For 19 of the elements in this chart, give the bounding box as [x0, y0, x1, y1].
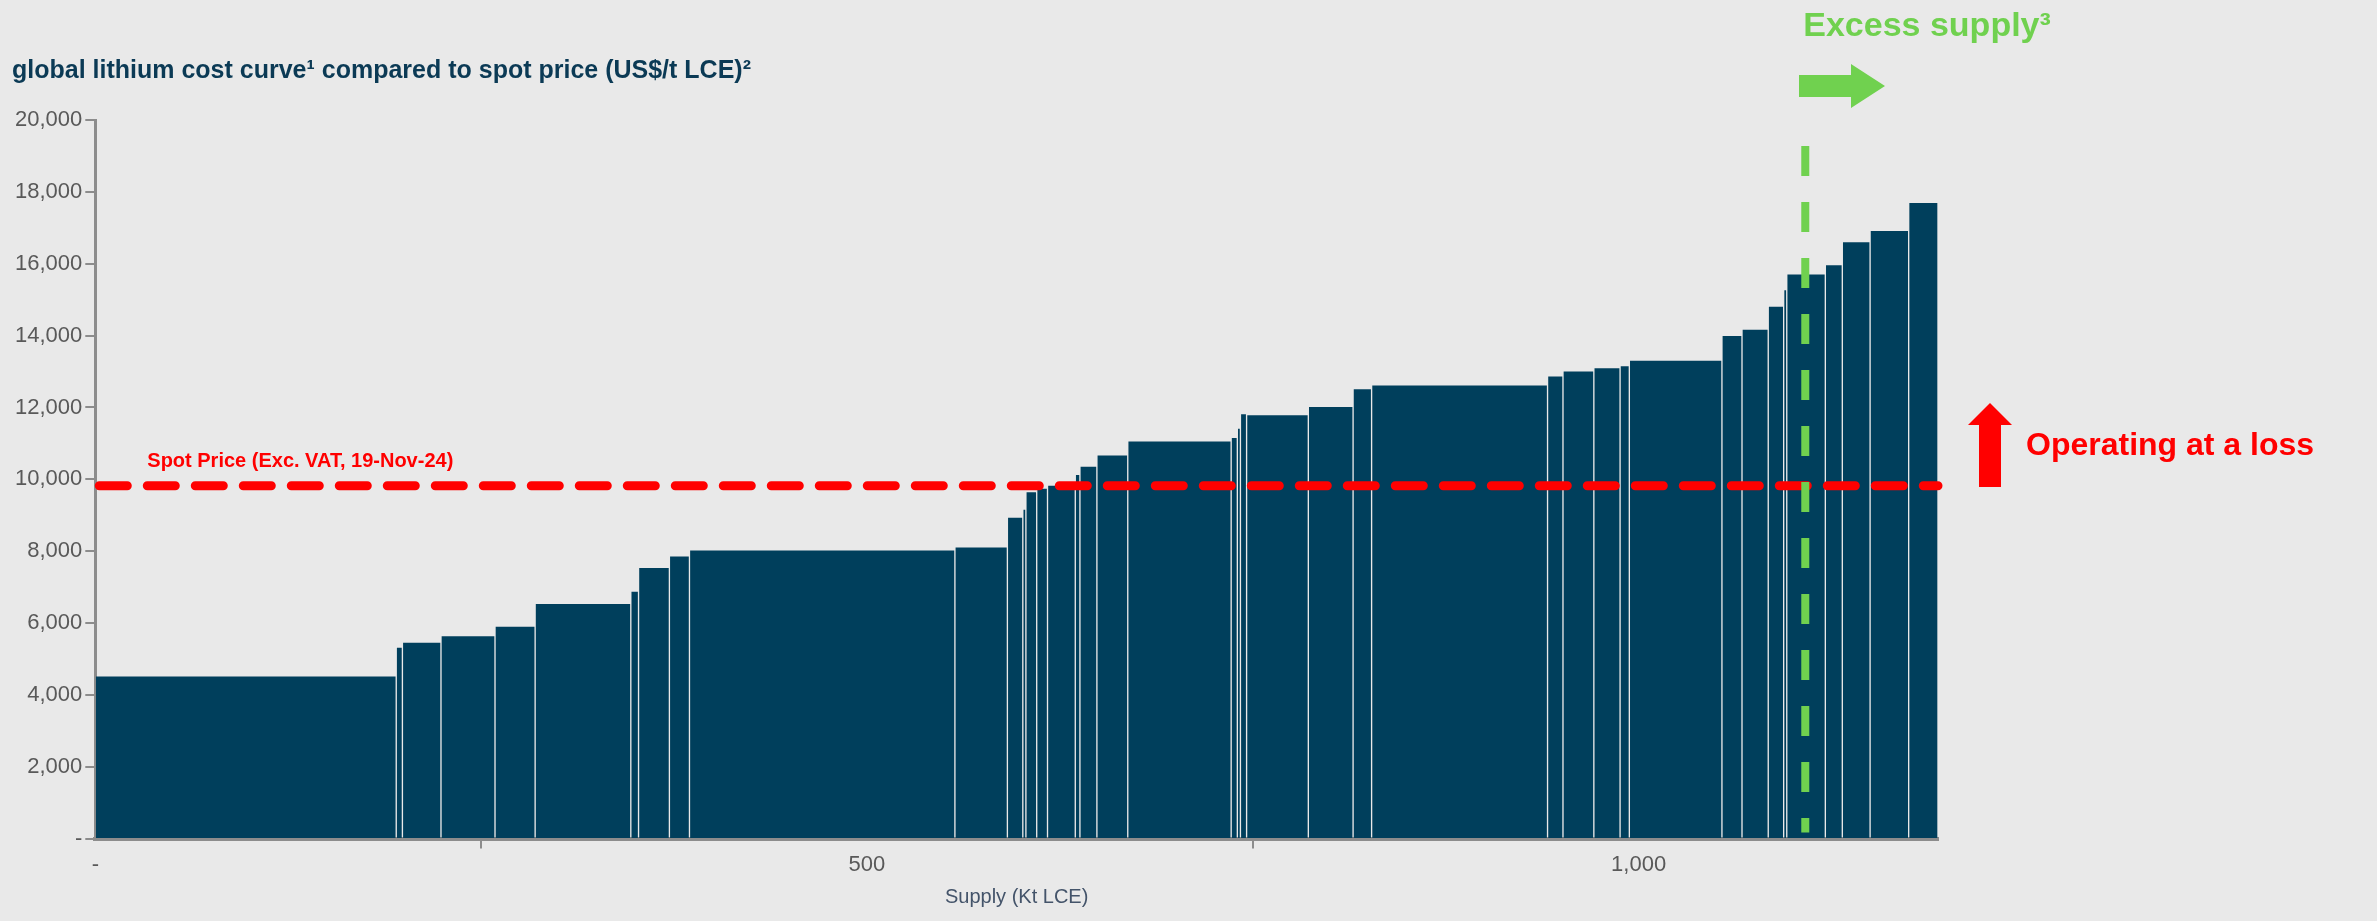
x-axis-title: Supply (Kt LCE)	[944, 884, 1089, 907]
text: Operating at a loss	[2026, 425, 2315, 462]
y-tick-label: 2,000	[27, 752, 83, 778]
y-tick-label: 18,000	[14, 177, 83, 203]
y-tick-label: 16,000	[14, 249, 83, 275]
y-tick-label: -	[74, 824, 83, 850]
y-tick-label: 14,000	[14, 321, 83, 347]
y-tick-label: 6,000	[27, 609, 83, 635]
y-tick-label: 20,000	[14, 106, 83, 132]
y-tick-label: 4,000	[27, 680, 83, 706]
x-tick-label: 1,000	[1611, 850, 1667, 876]
y-tick-label: 8,000	[27, 537, 83, 563]
x-tick-label: -	[91, 850, 99, 876]
ref-line-label: Excess supply³	[1803, 5, 2051, 44]
chart-title: global lithium cost curve¹ compared to spot price (US$/t LCE)²	[12, 54, 751, 83]
y-tick-label: 12,000	[14, 393, 83, 419]
y-tick-label: 10,000	[14, 465, 83, 491]
x-tick-label: 500	[848, 850, 886, 876]
ref-line-label: Spot Price (Exc. VAT, 19-Nov-24)	[147, 449, 454, 472]
